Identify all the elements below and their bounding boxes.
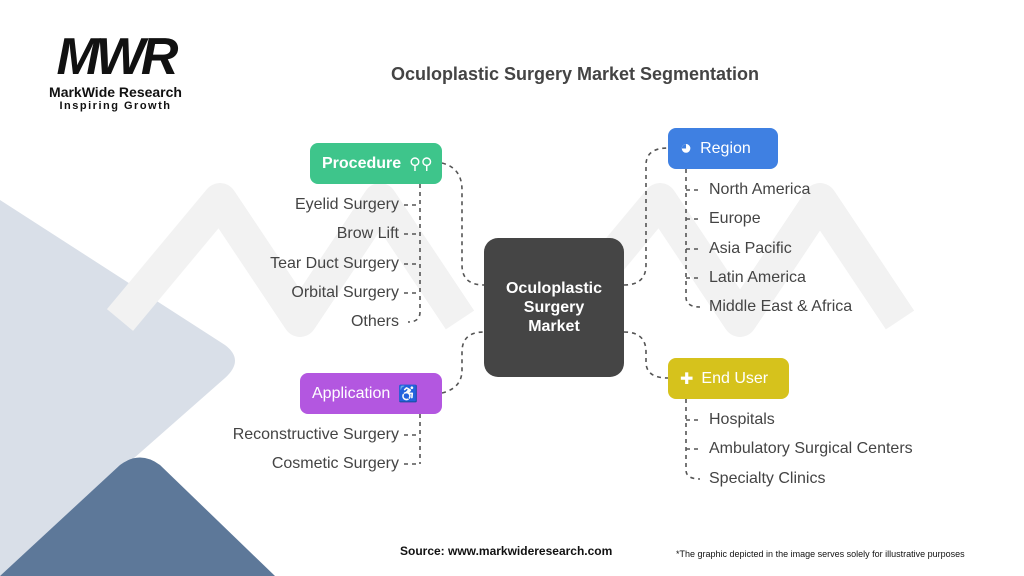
center-line: Surgery [523,299,585,316]
segment-procedure: Procedure ⚲⚲ [310,143,442,184]
page-title: Oculoplastic Surgery Market Segmentation [390,64,760,84]
segment-label: End User [701,369,769,387]
list-item: Asia Pacific [709,240,792,257]
globe-icon: ◕ [680,137,693,159]
list-item: Middle East & Africa [709,298,853,315]
disclaimer-text: *The graphic depicted in the image serve… [676,549,965,559]
segment-application: Application ♿ [300,373,442,414]
list-item: Orbital Surgery [291,284,399,301]
logo-tagline: Inspiring Growth [59,100,172,112]
segment-label: Region [700,139,751,157]
list-item: Ambulatory Surgical Centers [709,440,913,457]
list-item: Hospitals [709,411,775,428]
segment-end-user: ✚ End User [668,358,789,399]
segment-region: ◕ Region [668,128,778,169]
logo: MWR MarkWide Research Inspiring Growth [38,30,193,113]
watermark-shape [106,183,915,337]
center-node: Oculoplastic Surgery Market [484,238,624,377]
list-item: North America [709,181,811,198]
segment-label: Application [312,384,391,402]
surgical-tools-icon: ⚲⚲ [409,155,433,173]
list-item: Eyelid Surgery [294,196,399,213]
list-item: Others [350,313,399,330]
logo-mark: MWR [56,28,179,86]
connectors [404,147,702,480]
bg-shape-light [0,200,235,576]
patient-care-icon: ♿ [398,385,419,403]
hospital-bed-icon: ✚ [680,370,694,388]
bg-shape-dark [0,457,275,576]
list-item: Specialty Clinics [709,470,826,487]
logo-name: MarkWide Research [49,84,182,100]
list-item: Cosmetic Surgery [271,455,399,472]
center-line: Market [528,318,580,335]
center-line: Oculoplastic [505,280,603,297]
list-item: Latin America [709,269,806,286]
segment-label: Procedure [322,154,402,172]
list-item: Tear Duct Surgery [270,255,399,272]
list-item: Brow Lift [336,225,399,242]
source-text: Source: www.markwideresearch.com [400,544,613,558]
list-item: Europe [709,210,761,227]
list-item: Reconstructive Surgery [232,426,399,443]
